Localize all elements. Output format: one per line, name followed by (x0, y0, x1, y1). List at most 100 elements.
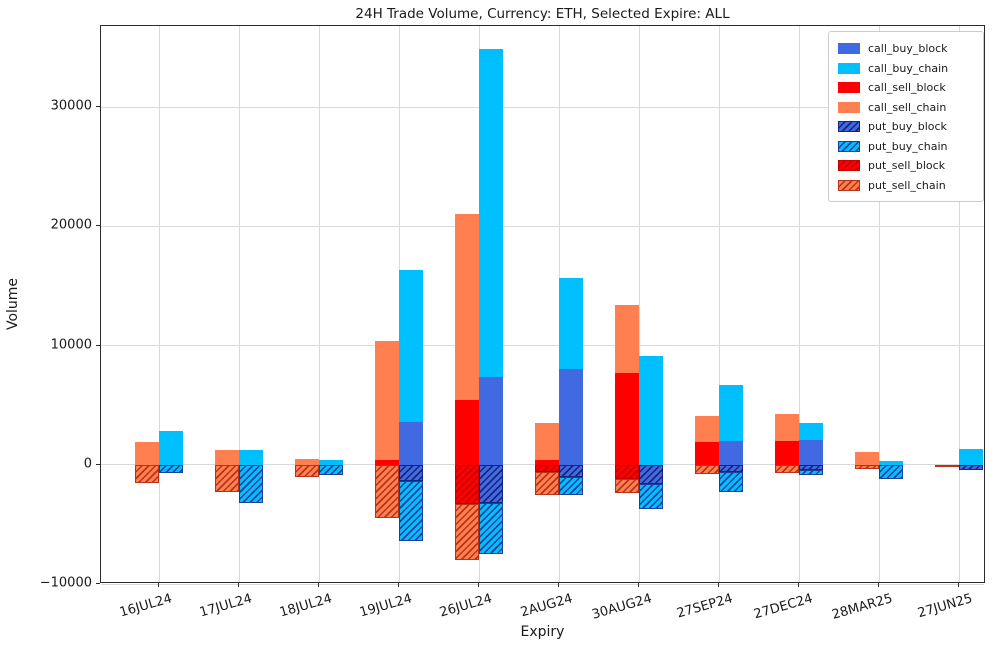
legend-item-call_sell_block: call_sell_block (838, 78, 974, 98)
y-tick-mark (96, 583, 100, 584)
y-tick-mark (96, 344, 100, 346)
y-axis-label: Volume (5, 277, 21, 331)
gridline-horizontal (101, 583, 984, 585)
x-tick-label: 27DEC24 (751, 591, 815, 623)
gridline-vertical (638, 26, 640, 582)
y-tick-label: 20000 (50, 217, 92, 233)
x-tick-mark (798, 583, 799, 587)
bar-segment-call_buy_block (559, 369, 583, 465)
bar-segment-call_buy_chain (479, 48, 503, 377)
y-tick-label: 30000 (50, 98, 92, 114)
y-tick-mark (96, 225, 100, 227)
bar-segment-put_buy_chain (639, 483, 663, 509)
legend-swatch-put_buy_chain (838, 140, 860, 152)
chart-title: 24H Trade Volume, Currency: ETH, Selecte… (355, 6, 730, 22)
legend-item-call_sell_chain: call_sell_chain (838, 98, 974, 118)
x-tick-mark (718, 583, 719, 587)
bar-segment-put_sell_chain (695, 464, 719, 475)
x-tick-label: 16JUL24 (118, 591, 175, 621)
bar-segment-call_sell_chain (455, 214, 479, 401)
bar-segment-call_sell_chain (215, 450, 239, 465)
legend-swatch-put_buy_block (838, 121, 860, 133)
bar-segment-call_sell_block (375, 460, 399, 465)
gridline-horizontal (101, 345, 984, 347)
bar-segment-call_buy_chain (319, 460, 343, 465)
y-tick-label: −10000 (39, 575, 92, 591)
bar-segment-call_buy_chain (959, 449, 983, 465)
y-tick-mark (96, 463, 100, 465)
bar-segment-call_buy_chain (399, 270, 423, 422)
bar-segment-put_sell_chain (775, 464, 799, 474)
legend-item-call_buy_block: call_buy_block (838, 39, 974, 59)
x-tick-mark (958, 583, 959, 587)
bar-segment-call_buy_chain (159, 431, 183, 465)
legend-label: put_sell_block (868, 159, 946, 173)
bar-segment-put_buy_block (559, 464, 583, 477)
bar-segment-put_sell_block (535, 464, 559, 472)
bar-segment-put_buy_chain (879, 464, 903, 480)
gridline-vertical (318, 26, 320, 582)
bar-segment-put_buy_chain (479, 502, 503, 555)
x-axis-label: Expiry (520, 624, 565, 640)
bar-segment-put_sell_chain (935, 464, 959, 467)
bar-segment-call_buy_chain (639, 356, 663, 465)
bar-segment-call_sell_chain (775, 413, 799, 441)
bar-segment-put_sell_chain (455, 504, 479, 561)
legend-swatch-call_sell_chain (838, 101, 860, 113)
bar-segment-put_buy_chain (559, 476, 583, 495)
legend-label: put_sell_chain (868, 178, 946, 192)
bar-segment-put_sell_chain (535, 471, 559, 495)
legend-label: call_buy_block (868, 42, 948, 56)
legend-swatch-put_sell_chain (838, 179, 860, 191)
y-tick-label: 10000 (50, 337, 92, 353)
x-tick-label: 17JUL24 (198, 591, 255, 621)
bar-segment-call_sell_chain (695, 415, 719, 443)
legend-item-put_buy_chain: put_buy_chain (838, 137, 974, 157)
legend-swatch-call_sell_block (838, 82, 860, 94)
x-tick-mark (238, 583, 239, 587)
bar-segment-put_buy_chain (799, 469, 823, 476)
legend-item-put_buy_block: put_buy_block (838, 117, 974, 137)
legend: call_buy_block call_buy_chain call_sell_bl… (828, 31, 984, 202)
x-tick-label: 30AUG24 (590, 591, 655, 623)
x-tick-label: 27JUN25 (915, 591, 975, 622)
gridline-vertical (238, 26, 240, 582)
gridline-horizontal (101, 225, 984, 227)
y-tick-mark (96, 106, 100, 108)
x-tick-mark (478, 583, 479, 587)
bar-segment-call_buy_chain (239, 450, 263, 465)
bar-segment-put_buy_chain (319, 464, 343, 476)
bar-segment-put_buy_chain (159, 464, 183, 474)
x-tick-mark (878, 583, 879, 587)
x-tick-mark (638, 583, 639, 587)
bar-segment-call_sell_chain (855, 451, 879, 465)
legend-label: call_sell_chain (868, 100, 947, 114)
x-tick-mark (558, 583, 559, 587)
bar-segment-put_buy_block (799, 464, 823, 470)
bar-segment-put_sell_block (455, 464, 479, 505)
gridline-vertical (798, 26, 800, 582)
legend-item-put_sell_block: put_sell_block (838, 156, 974, 176)
x-tick-label: 28MAR25 (830, 591, 895, 623)
gridline-vertical (718, 26, 720, 582)
bar-segment-call_buy_chain (879, 461, 903, 465)
legend-label: call_buy_chain (868, 61, 949, 75)
x-tick-label: 26JUL24 (438, 591, 495, 621)
legend-label: call_sell_block (868, 81, 946, 95)
x-tick-mark (398, 583, 399, 587)
bar-segment-call_buy_chain (559, 277, 583, 370)
y-tick-label: 0 (83, 456, 92, 472)
bar-segment-put_sell_block (615, 464, 639, 480)
bar-segment-call_sell_block (695, 442, 719, 465)
bar-segment-call_sell_chain (295, 458, 319, 465)
bar-segment-call_buy_chain (719, 384, 743, 441)
bar-segment-put_sell_chain (215, 464, 239, 493)
bar-segment-put_sell_chain (375, 464, 399, 519)
bar-segment-call_sell_chain (375, 340, 399, 460)
bar-segment-call_sell_chain (135, 442, 159, 465)
legend-swatch-call_buy_block (838, 43, 860, 55)
gridline-vertical (958, 26, 960, 582)
gridline-vertical (878, 26, 880, 582)
bar-segment-put_buy_block (719, 464, 743, 472)
x-tick-mark (318, 583, 319, 587)
